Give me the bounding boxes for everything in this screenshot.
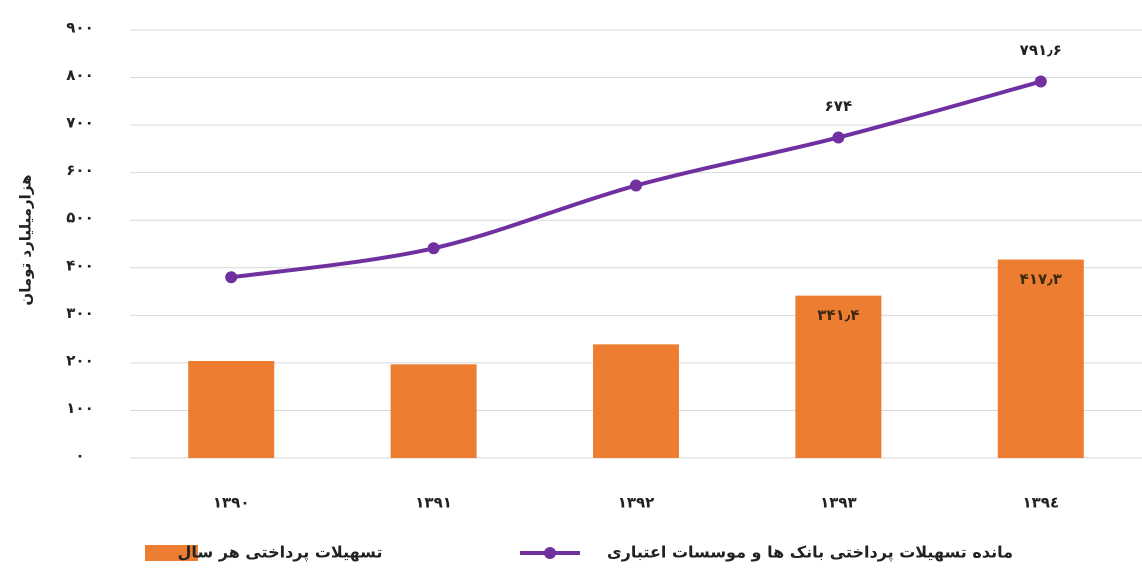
legend-label: تسهیلات پرداختی هر سال [178, 543, 383, 563]
y-tick-label: ۱۰۰ [66, 399, 93, 417]
bar [795, 295, 882, 458]
x-tick-label: ۱۳۹٤ [1022, 494, 1059, 512]
bar [593, 344, 679, 458]
x-tick-label: ۱۳۹۲ [618, 494, 655, 512]
y-tick-label: ۲۰۰ [66, 351, 93, 369]
y-axis-title: هزارمیلیارد تومان [17, 174, 35, 305]
y-tick-label: ۶۰۰ [66, 161, 93, 179]
y-tick-label: ۸۰۰ [66, 66, 93, 84]
y-tick-label: ۷۰۰ [66, 114, 93, 132]
y-tick-label: ۵۰۰ [66, 209, 93, 227]
line-point [832, 131, 845, 144]
bar [997, 259, 1084, 458]
legend-label: مانده تسهیلات پرداختی بانک ها و موسسات ا… [607, 543, 1013, 563]
bar [390, 364, 477, 458]
legend-swatch-marker [544, 547, 556, 559]
x-tick-label: ۱۳۹۳ [820, 494, 857, 512]
y-tick-label: ۰ [75, 447, 84, 465]
bar-value-label: ۳۴۱٫۴ [817, 306, 859, 324]
bar-value-label: ۴۱۷٫۳ [1020, 270, 1062, 288]
line-point [225, 271, 238, 284]
line [230, 79, 1042, 280]
bar [188, 360, 275, 458]
x-tick-label: ۱۳۹۱ [415, 494, 452, 512]
line-point [1034, 75, 1047, 88]
legend-swatch [145, 545, 198, 561]
line-value-label: ۶۷۴ [825, 97, 852, 115]
line-point [630, 179, 642, 192]
y-tick-label: ۳۰۰ [66, 304, 93, 322]
x-tick-label: ۱۳۹۰ [213, 494, 250, 512]
line-point [427, 242, 440, 255]
y-tick-label: ۴۰۰ [66, 256, 93, 274]
y-tick-label: ۹۰۰ [66, 19, 93, 37]
line-value-label: ۷۹۱٫۶ [1020, 41, 1062, 59]
